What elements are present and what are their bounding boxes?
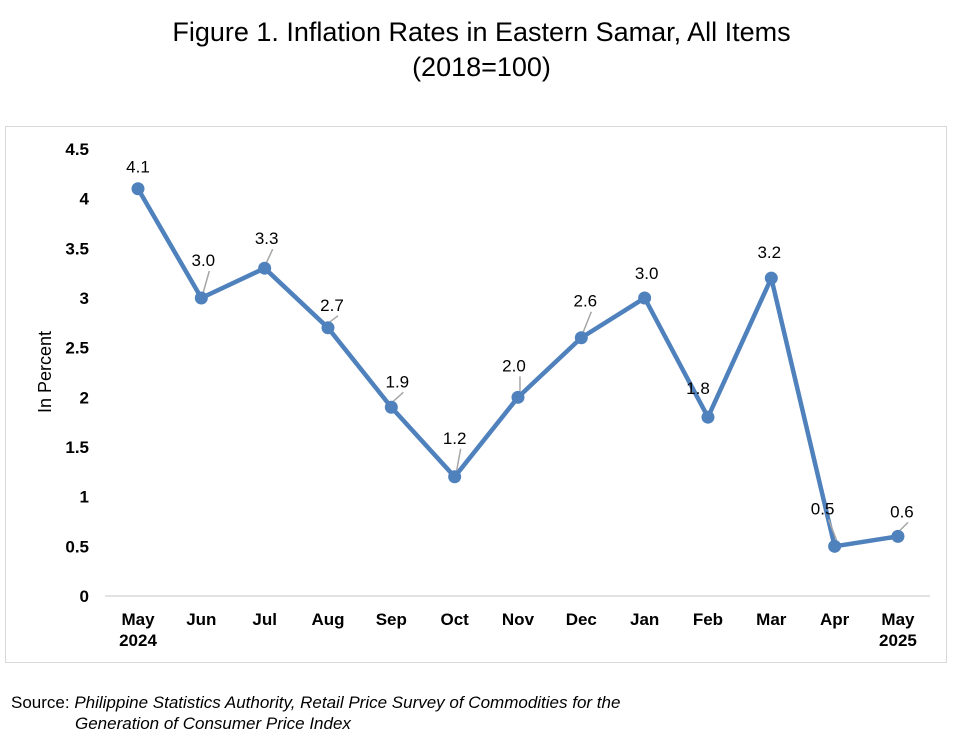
data-point	[448, 470, 462, 484]
x-tick-label: Mar	[756, 610, 787, 629]
data-label: 1.2	[443, 429, 467, 448]
data-point	[131, 182, 145, 196]
x-tick-label: Dec	[566, 610, 597, 629]
y-tick-label: 0	[80, 587, 89, 606]
y-axis-label: In Percent	[35, 331, 55, 413]
data-label-leader	[202, 270, 211, 293]
chart-subtitle: (2018=100)	[412, 52, 551, 82]
data-label: 2.6	[573, 292, 597, 311]
y-tick-label: 0.5	[65, 537, 89, 556]
x-tick-label: Sep	[376, 610, 407, 629]
data-label: 0.6	[890, 502, 914, 521]
data-label: 1.8	[686, 379, 710, 398]
data-label-leader	[827, 519, 838, 541]
data-point	[194, 291, 208, 305]
data-point	[701, 410, 715, 424]
data-point	[891, 529, 905, 543]
x-tick-label: Feb	[693, 610, 723, 629]
x-tick-label: Aug	[311, 610, 344, 629]
data-label: 0.5	[811, 499, 835, 518]
chart-area	[5, 126, 947, 663]
source-label: Source:	[11, 693, 75, 712]
source-text-line1: Philippine Statistics Authority, Retail …	[74, 693, 621, 712]
data-point	[764, 271, 778, 285]
data-label: 2.7	[320, 296, 344, 315]
data-label: 1.9	[385, 372, 409, 391]
data-label: 3.3	[255, 229, 279, 248]
data-label-leader	[265, 248, 274, 263]
data-point	[321, 321, 335, 335]
data-point	[511, 390, 525, 404]
data-label-leader	[455, 448, 462, 471]
data-label-leader	[582, 311, 593, 333]
data-label: 3.0	[635, 264, 659, 283]
y-tick-label: 4	[80, 190, 90, 209]
data-label: 3.2	[757, 243, 781, 262]
data-point	[574, 331, 588, 345]
x-tick-label: 2025	[879, 631, 917, 650]
x-tick-label: Oct	[440, 610, 469, 629]
y-tick-label: 3	[80, 289, 89, 308]
data-label: 2.0	[502, 356, 526, 375]
source-text-line2: Generation of Consumer Price Index	[75, 714, 351, 733]
y-tick-label: 2.5	[65, 339, 89, 358]
source-note: Source: Philippine Statistics Authority,…	[11, 692, 620, 734]
y-tick-label: 3.5	[65, 239, 89, 258]
y-tick-label: 1.5	[65, 438, 89, 457]
x-tick-label: 2024	[119, 631, 157, 650]
y-tick-label: 4.5	[65, 140, 89, 159]
y-tick-label: 1	[80, 488, 89, 507]
data-point	[384, 400, 398, 414]
data-point	[638, 291, 652, 305]
x-tick-label: Jul	[252, 610, 277, 629]
data-label-leader	[392, 391, 404, 402]
y-tick-label: 2	[80, 388, 89, 407]
data-point	[258, 261, 272, 275]
x-tick-label: Apr	[820, 610, 850, 629]
x-tick-label: Jan	[630, 610, 659, 629]
chart-title: Figure 1. Inflation Rates in Eastern Sam…	[172, 17, 791, 47]
x-tick-label: May	[881, 610, 915, 629]
x-tick-label: Jun	[186, 610, 216, 629]
data-label-leader	[899, 521, 909, 531]
data-label: 4.1	[126, 158, 150, 177]
x-tick-label: Nov	[502, 610, 535, 629]
line-chart: 0 0.5 1 1.5 2 2.5 3 3.5 4 4.5 In Percent May 2024 Jun…	[35, 140, 930, 650]
data-label-leader	[329, 315, 339, 323]
data-label: 3.0	[192, 251, 216, 270]
data-point	[828, 539, 842, 553]
x-tick-label: May	[121, 610, 155, 629]
